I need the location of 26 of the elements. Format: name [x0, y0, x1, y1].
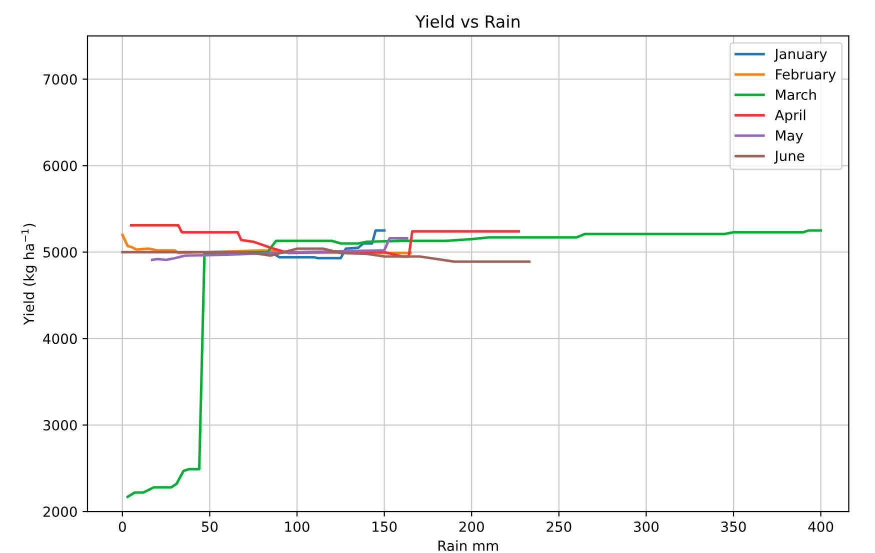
- chart-title: Yield vs Rain: [415, 14, 520, 28]
- y-tick-label: 3000: [43, 420, 77, 431]
- y-axis-title: Yield (kg ha$^{−1}$): [21, 224, 37, 325]
- line-series: [121, 247, 530, 263]
- y-tick-label: 7000: [44, 74, 77, 85]
- x-axis-title: Rain mm: [438, 540, 498, 551]
- x-tick-label: 300: [634, 521, 659, 532]
- y-tick-label: 2000: [43, 506, 77, 517]
- y-tick-label: 5000: [44, 247, 77, 258]
- legend-label: June: [774, 150, 804, 164]
- y-tick-label: 4000: [43, 334, 77, 344]
- x-tick-label: 100: [285, 521, 310, 532]
- legend-label: March: [776, 89, 816, 100]
- legend-label: February: [776, 68, 836, 82]
- x-tick-label: 50: [202, 521, 218, 532]
- x-tick-label: 0: [118, 521, 126, 532]
- legend-label: May: [776, 130, 804, 144]
- x-tick-label: 150: [372, 521, 397, 532]
- y-tick-label: 6000: [43, 160, 77, 172]
- x-tick-label: 400: [808, 521, 834, 532]
- legend-label: January: [774, 48, 827, 62]
- legend-label: April: [774, 110, 806, 124]
- x-tick-label: 350: [721, 521, 746, 532]
- x-tick-label: 250: [546, 521, 572, 532]
- line-series: [126, 229, 822, 498]
- x-tick-label: 200: [459, 521, 484, 532]
